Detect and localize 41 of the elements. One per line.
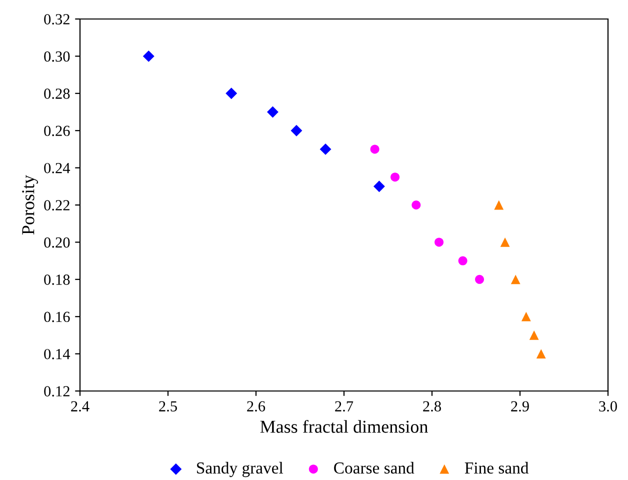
x-tick-label: 2.9 [511,401,529,412]
point [475,274,484,284]
x-tick-label: 2.6 [247,401,266,412]
point [494,200,504,210]
x-axis-title: Mass fractal dimension [260,420,428,433]
point [510,274,520,284]
y-tick-label: 0.16 [44,312,70,322]
y-axis-title: Porosity [22,174,38,235]
point [529,330,539,340]
point [412,200,421,210]
point [226,88,238,100]
y-tick-label: 0.26 [44,126,70,136]
point [500,237,510,247]
point [290,124,302,136]
legend-label: Sandy gravel [197,462,284,478]
y-tick-label: 0.12 [44,386,70,397]
point [434,238,444,247]
point [320,143,332,155]
x-tick-label: 2.5 [159,401,177,412]
x-tick-label: 2.4 [71,401,90,412]
y-tick-label: 0.18 [44,274,70,285]
point [521,312,531,322]
point [458,256,468,266]
point [370,144,380,154]
legend-label: Fine sand [464,462,529,474]
legend-label: Coarse sand [334,462,414,474]
point [373,180,385,192]
y-tick-label: 0.22 [44,200,70,211]
y-tick-label: 0.20 [44,237,70,248]
point [390,172,400,182]
y-tick-label: 0.32 [44,14,70,25]
x-tick-label: 3.0 [599,401,617,412]
y-tick-label: 0.30 [44,51,70,62]
y-tick-label: 0.24 [44,162,70,174]
point [142,50,154,62]
x-tick-label: 2.7 [335,401,354,412]
x-tick-label: 2.8 [423,401,441,412]
point [536,349,546,359]
y-tick-label: 0.28 [44,88,70,99]
point [266,106,278,118]
y-tick-label: 0.14 [44,348,70,360]
